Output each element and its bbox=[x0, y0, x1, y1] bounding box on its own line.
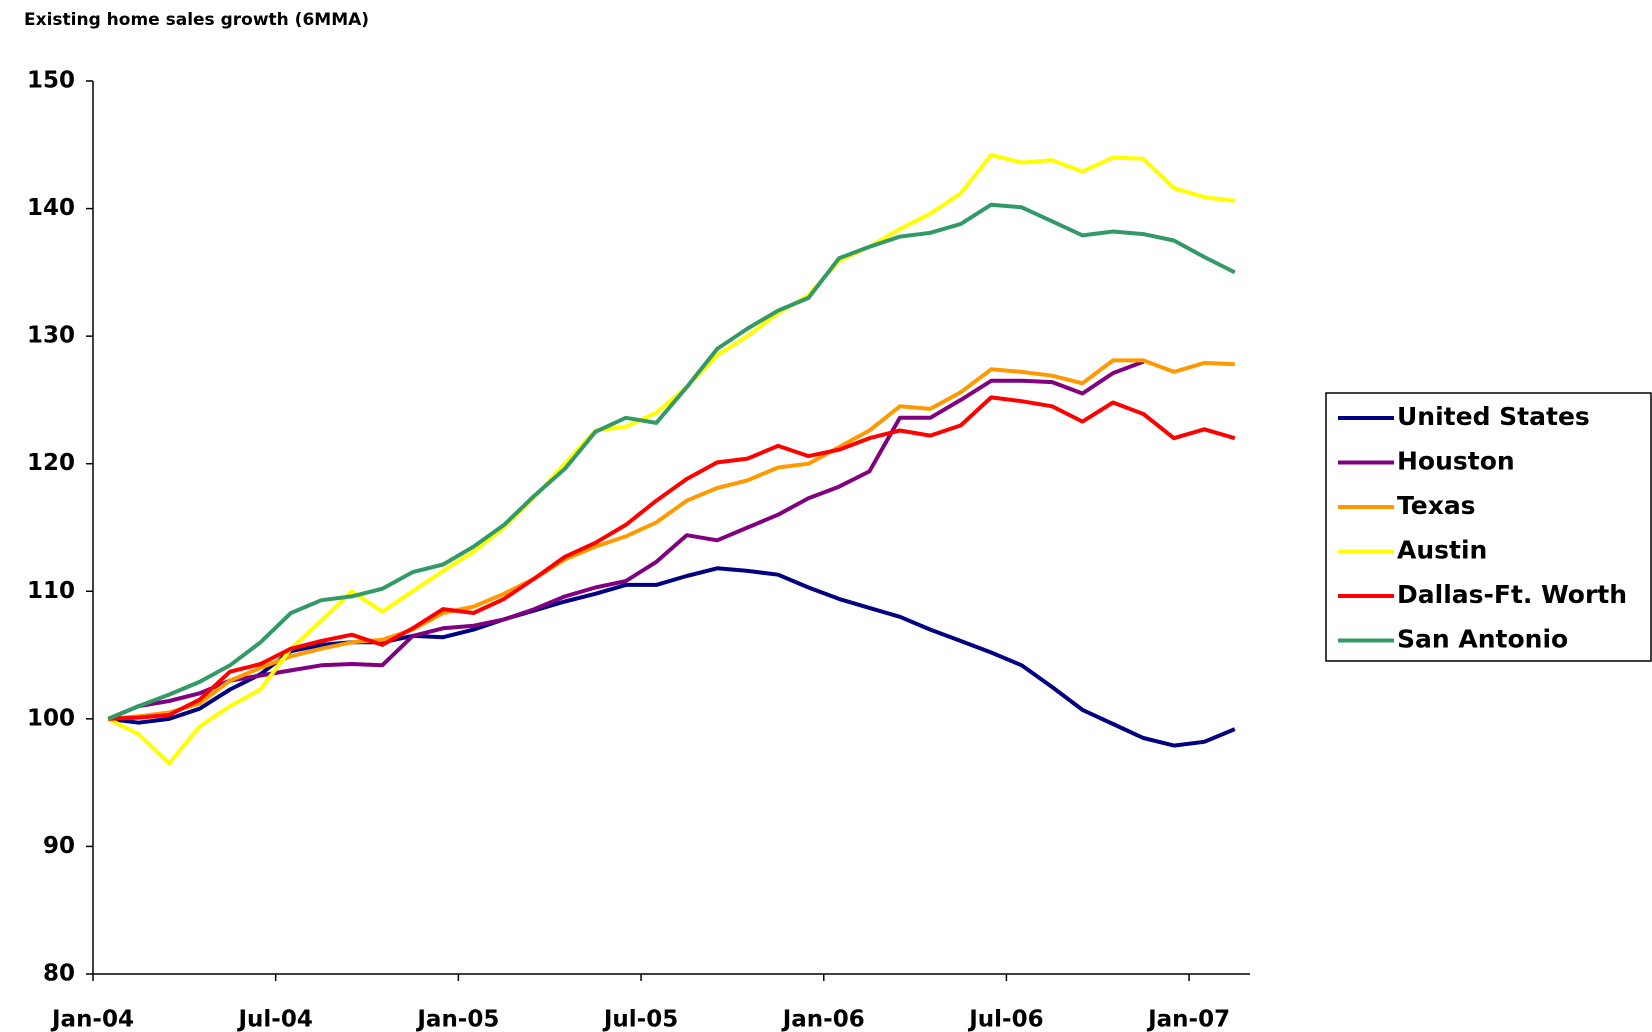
y-tick-label: 100 bbox=[27, 705, 75, 731]
y-tick-label: 110 bbox=[27, 578, 75, 604]
y-tick-label: 80 bbox=[43, 961, 75, 987]
y-tick-label: 120 bbox=[27, 450, 75, 476]
y-tick-label: 140 bbox=[27, 195, 75, 221]
y-tick-label: 130 bbox=[27, 323, 75, 349]
x-tick-label: Jan-07 bbox=[1146, 1007, 1230, 1032]
x-tick-label: Jul-05 bbox=[602, 1007, 678, 1032]
legend-label: Austin bbox=[1397, 536, 1487, 565]
chart-title: Existing home sales growth (6MMA) bbox=[24, 10, 369, 30]
x-tick-label: Jan-05 bbox=[415, 1007, 499, 1032]
legend-label: Houston bbox=[1397, 447, 1515, 476]
y-tick-label: 90 bbox=[43, 833, 75, 859]
series-line bbox=[108, 205, 1235, 719]
x-tick-label: Jul-04 bbox=[236, 1007, 312, 1032]
x-tick-label: Jul-06 bbox=[967, 1007, 1043, 1032]
legend-label: Dallas-Ft. Worth bbox=[1397, 580, 1627, 609]
legend-label: Texas bbox=[1397, 491, 1476, 520]
legend-box bbox=[1326, 393, 1651, 661]
x-tick-label: Jan-06 bbox=[781, 1007, 865, 1032]
legend-label: United States bbox=[1397, 402, 1590, 431]
chart: Existing home sales growth (6MMA) 80 90 10… bbox=[0, 0, 1652, 1032]
y-tick-label: 150 bbox=[27, 68, 75, 94]
x-tick-label: Jan-04 bbox=[50, 1007, 134, 1032]
legend-label: San Antonio bbox=[1397, 625, 1568, 654]
